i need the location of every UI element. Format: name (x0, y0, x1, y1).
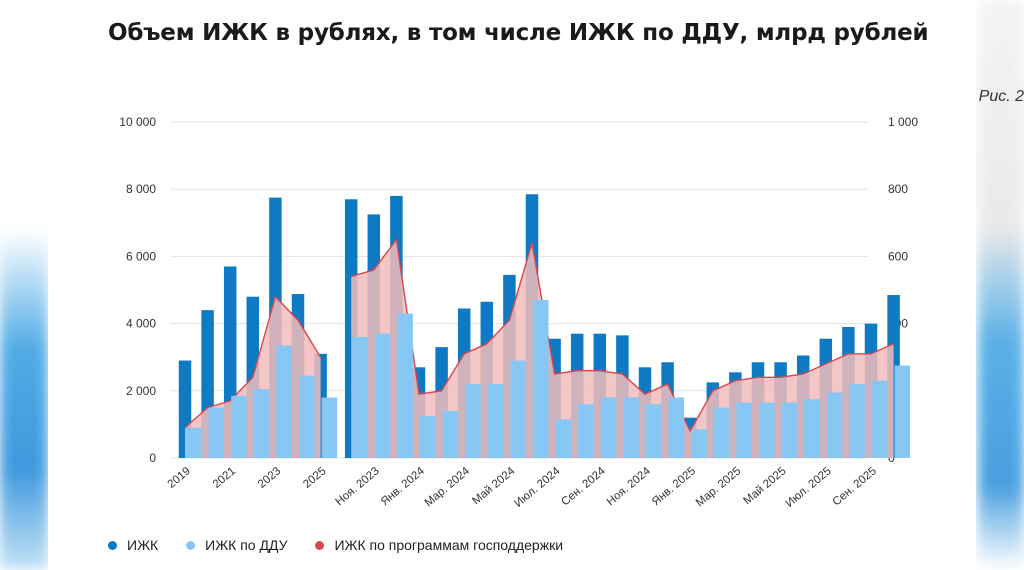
y-right-tick-label: 600 (888, 249, 908, 263)
bar-izhk-ddu (849, 384, 865, 458)
x-tick-label: Ноя. 2024 (605, 465, 654, 509)
legend-label-izhk-ddu: ИЖК по ДДУ (205, 537, 288, 553)
bar-izhk-ddu (465, 384, 481, 458)
x-tick-label: 2021 (211, 465, 238, 491)
legend-label-support: ИЖК по программам господдержки (334, 537, 564, 553)
legend-item-izhk-ddu: ИЖК по ДДУ (186, 537, 287, 553)
background-decoration-right (978, 0, 1024, 570)
x-tick-label: Сен. 2024 (559, 465, 608, 509)
bar-izhk-ddu (872, 380, 888, 458)
legend-marker-support (315, 540, 325, 550)
bar-izhk-ddu (826, 392, 843, 458)
x-tick-label: 2025 (301, 465, 328, 491)
bar-izhk-ddu (299, 375, 315, 458)
bar-izhk-ddu (533, 300, 549, 458)
legend-marker-izhk-ddu (186, 540, 196, 550)
bar-izhk-ddu (691, 429, 707, 458)
bar-izhk-ddu (442, 410, 459, 458)
y-right-tick-label: 800 (888, 182, 908, 196)
legend-item-support: ИЖК по программам господдержки (315, 537, 563, 553)
bar-izhk-ddu (420, 416, 436, 458)
x-tick-label: Май 2024 (470, 465, 517, 508)
bar-izhk-ddu (894, 365, 911, 458)
bar-izhk-ddu (736, 402, 752, 458)
legend-label-izhk: ИЖК (127, 537, 159, 553)
x-tick-label: Янв. 2025 (650, 465, 698, 508)
bar-izhk-ddu (276, 345, 292, 458)
bar-izhk-ddu (510, 360, 526, 458)
y-left-tick-label: 8 000 (126, 182, 156, 196)
bar-izhk-ddu (713, 407, 730, 458)
x-tick-label: Июл. 2024 (512, 465, 563, 510)
x-tick-label: Янв. 2024 (379, 465, 428, 508)
x-tick-label: Июл. 2025 (784, 465, 834, 510)
y-left-tick-label: 10 000 (119, 115, 156, 129)
y-left-tick-label: 0 (149, 451, 156, 465)
y-left-tick-label: 4 000 (126, 317, 156, 331)
bar-izhk-ddu (321, 397, 338, 458)
x-tick-label: Сен. 2025 (831, 465, 879, 508)
bar-izhk-ddu (374, 333, 391, 458)
bar-izhk-ddu (208, 407, 225, 458)
x-tick-label: Ноя. 2023 (333, 465, 381, 508)
line-support-programs (184, 295, 322, 429)
bar-izhk-ddu (600, 397, 617, 458)
bar-izhk-ddu (668, 397, 685, 458)
bar-izhk-ddu (578, 404, 594, 458)
background-decoration-left (0, 230, 48, 570)
chart-legend: ИЖК ИЖК по ДДУ ИЖК по программам господд… (108, 537, 563, 553)
bar-izhk-ddu (352, 337, 368, 458)
bar-izhk-ddu (253, 389, 270, 458)
area-support-programs (351, 239, 894, 458)
bar-izhk-ddu (781, 402, 798, 458)
chart-title: Объем ИЖК в рублях, в том числе ИЖК по Д… (108, 20, 929, 46)
line-support-programs (351, 237, 894, 433)
bar-izhk-ddu (646, 404, 662, 458)
legend-marker-izhk (108, 540, 117, 550)
chart-card: Объем ИЖК в рублях, в том числе ИЖК по Д… (48, 0, 1024, 570)
bar-izhk-ddu (759, 402, 775, 458)
legend-item-izhk: ИЖК (108, 537, 158, 553)
bar-izhk-ddu (623, 397, 639, 458)
x-tick-label: Мар. 2025 (694, 465, 743, 509)
bar-izhk-ddu (186, 427, 202, 458)
x-tick-label: 2023 (256, 465, 283, 491)
y-left-tick-label: 6 000 (126, 249, 156, 263)
x-tick-label: Май 2025 (742, 465, 789, 507)
bar-izhk-ddu (487, 384, 504, 458)
bar-izhk-ddu (397, 313, 413, 458)
x-tick-label: Мар. 2024 (423, 465, 473, 510)
x-tick-label: 2019 (166, 465, 193, 491)
y-left-tick-label: 2 000 (126, 384, 156, 398)
y-right-tick-label: 1 000 (888, 115, 918, 129)
bar-izhk-ddu (231, 395, 247, 458)
bar-izhk-ddu (555, 419, 572, 458)
bar-izhk-ddu (804, 399, 820, 458)
figure-label: Рис. 2 (978, 88, 1024, 105)
